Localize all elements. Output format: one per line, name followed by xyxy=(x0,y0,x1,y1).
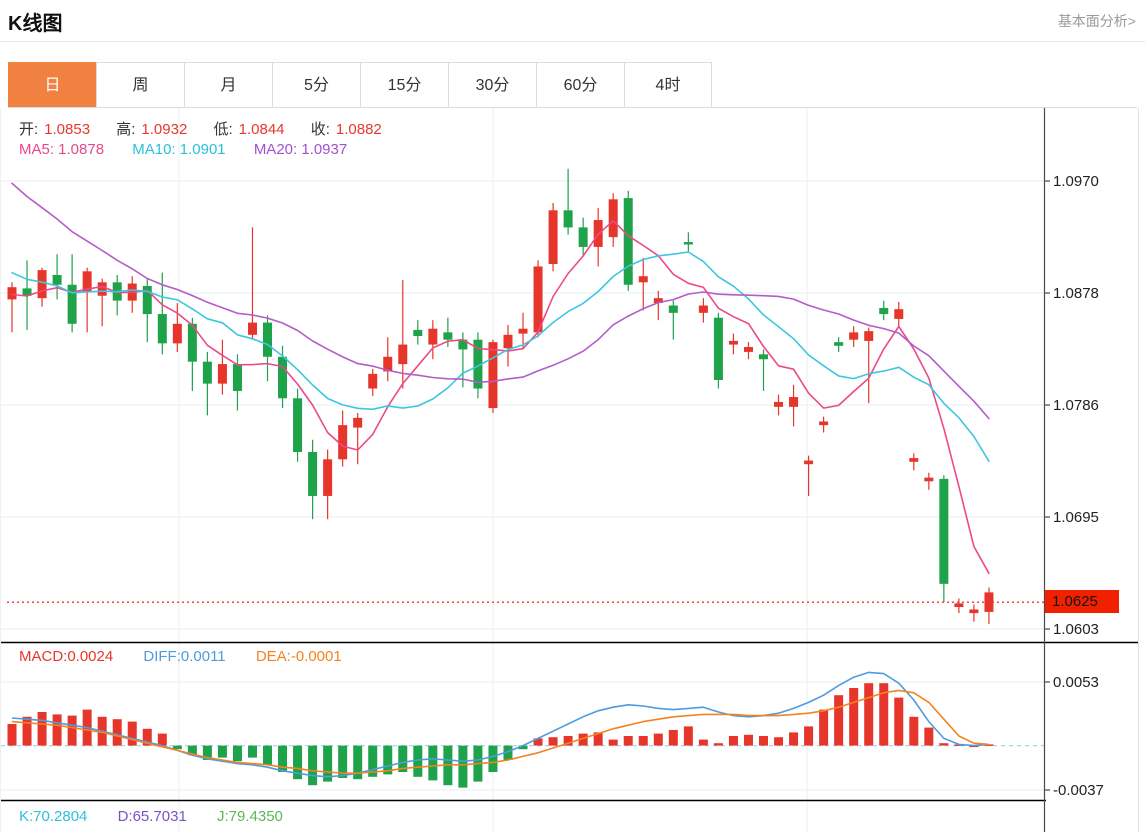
macd-histogram xyxy=(7,683,994,788)
page-header: K线图 基本面分析> xyxy=(0,0,1145,42)
ma5-line xyxy=(11,220,990,575)
timeframe-tabs: 日周月 5分 15分 30分 60分 4时 xyxy=(8,62,1137,108)
candlesticks xyxy=(7,168,994,625)
chart-box: 1.0970 1.0878 1.0786 1.0695 1.0603 0.0053 -0.0… xyxy=(0,108,1139,832)
price-tick-1.0970: 1.0970 xyxy=(1053,173,1099,190)
dea-line xyxy=(11,689,989,775)
tab-5min[interactable]: 5分 xyxy=(272,62,360,107)
price-tick-1.0786: 1.0786 xyxy=(1053,397,1099,414)
macd-tick--0.0037: -0.0037 xyxy=(1053,782,1104,799)
tab-60min[interactable]: 60分 xyxy=(536,62,624,107)
price-tick-1.0603: 1.0603 xyxy=(1053,621,1099,638)
y-axis-labels: 1.0970 1.0878 1.0786 1.0695 1.0603 0.0053 -0.0… xyxy=(1044,173,1104,799)
tab-day[interactable]: 日 xyxy=(8,62,96,107)
page-title: K线图 xyxy=(8,13,63,35)
fundamental-analysis-link[interactable]: 基本面分析> xyxy=(1057,13,1136,29)
kline-chart-canvas[interactable]: 1.0970 1.0878 1.0786 1.0695 1.0603 0.0053 -0.0… xyxy=(1,108,1138,832)
tab-week[interactable]: 周 xyxy=(96,62,184,107)
price-tick-1.0878: 1.0878 xyxy=(1053,285,1099,302)
price-tick-1.0695: 1.0695 xyxy=(1053,509,1099,526)
tab-30min[interactable]: 30分 xyxy=(448,62,536,107)
macd-tick-0.0053: 0.0053 xyxy=(1053,674,1099,691)
last-price-badge: 1.0625 xyxy=(1045,590,1119,613)
tab-4hour[interactable]: 4时 xyxy=(624,62,712,107)
tab-month[interactable]: 月 xyxy=(184,62,272,107)
ma20-line xyxy=(11,182,990,420)
gridlines xyxy=(1,108,1044,832)
ma10-line xyxy=(11,251,990,463)
tab-15min[interactable]: 15分 xyxy=(360,62,448,107)
